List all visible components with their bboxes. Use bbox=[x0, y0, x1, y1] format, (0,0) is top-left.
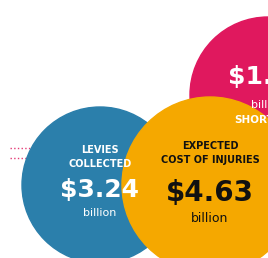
Text: EXPECTED
COST OF INJURIES: EXPECTED COST OF INJURIES bbox=[161, 141, 259, 165]
Text: $1.39: $1.39 bbox=[228, 65, 268, 89]
Text: $3.24: $3.24 bbox=[61, 178, 140, 202]
Text: billion: billion bbox=[83, 208, 117, 218]
Text: $4.63: $4.63 bbox=[166, 179, 254, 207]
Circle shape bbox=[190, 17, 268, 173]
Text: billion: billion bbox=[251, 100, 268, 110]
Text: LEVIES
COLLECTED: LEVIES COLLECTED bbox=[68, 146, 132, 168]
Text: SHORTFALL: SHORTFALL bbox=[234, 115, 268, 125]
Circle shape bbox=[122, 97, 268, 258]
Circle shape bbox=[22, 107, 178, 258]
Text: billion: billion bbox=[191, 212, 229, 224]
